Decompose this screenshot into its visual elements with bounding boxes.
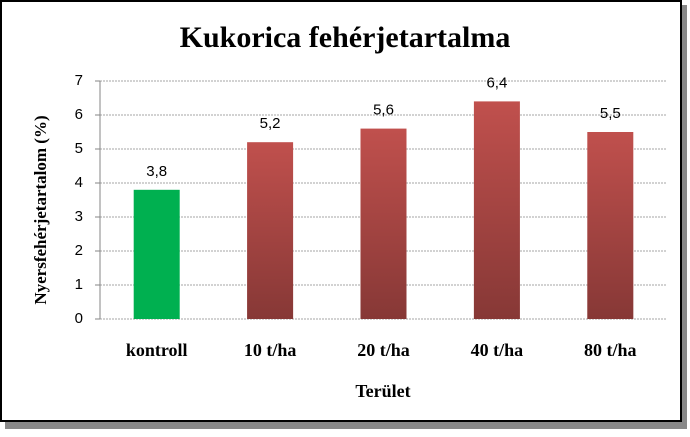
- y-axis-label: Nyersfehérjetartalom (%): [31, 115, 50, 304]
- y-tick-label: 2: [75, 242, 83, 259]
- x-tick-label: kontroll: [126, 340, 188, 360]
- y-tick-label: 5: [75, 140, 83, 157]
- bar-shade: [247, 142, 294, 319]
- x-axis-label: Terület: [355, 381, 410, 401]
- bar: [133, 189, 180, 319]
- x-tick-label: 10 t/ha: [244, 340, 297, 360]
- y-tick-label: 7: [75, 72, 83, 89]
- bar-shade: [360, 128, 407, 319]
- bar-shade: [473, 101, 520, 320]
- chart-title: Kukorica fehérjetartalma: [180, 21, 511, 54]
- bar-shade: [587, 132, 634, 319]
- value-label: 5,6: [373, 102, 394, 119]
- x-tick-label: 80 t/ha: [584, 340, 637, 360]
- y-tick-label: 1: [75, 276, 83, 293]
- chart-frame: [0, 0, 682, 422]
- value-label: 5,5: [600, 105, 621, 122]
- plot-area: 0 1 2 3 4 5 6 7 kontroll 3,8 10 t/ha 5,2 20 t/ha 5,6 4…: [75, 72, 667, 360]
- y-tick-label: 0: [75, 310, 83, 327]
- value-label: 6,4: [486, 74, 507, 91]
- y-tick-label: 3: [75, 208, 83, 225]
- value-label: 5,2: [260, 115, 281, 132]
- value-label: 3,8: [146, 163, 167, 180]
- x-tick-label: 20 t/ha: [357, 340, 410, 360]
- y-tick-label: 6: [75, 106, 83, 123]
- x-tick-label: 40 t/ha: [471, 340, 524, 360]
- y-tick-label: 4: [75, 174, 83, 191]
